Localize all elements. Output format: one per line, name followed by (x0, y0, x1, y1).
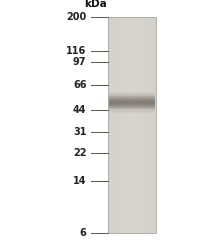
Bar (109, 100, 155, 101)
Bar (142, 17, 143, 233)
Bar (109, 93, 155, 94)
Bar (109, 100, 155, 101)
Bar (137, 17, 138, 233)
Bar (134, 17, 135, 233)
Text: 22: 22 (73, 148, 86, 158)
Bar (109, 112, 155, 113)
Bar (125, 17, 126, 233)
Bar (109, 110, 155, 111)
Text: 97: 97 (73, 57, 86, 67)
Bar (109, 108, 155, 109)
Bar (109, 101, 155, 102)
Bar (109, 109, 155, 110)
Bar (126, 17, 127, 233)
Bar (109, 95, 155, 96)
Bar (108, 17, 109, 233)
Bar (117, 17, 118, 233)
Bar (119, 17, 120, 233)
Bar (151, 17, 152, 233)
Bar (109, 92, 155, 93)
Bar (109, 96, 155, 97)
Bar (109, 102, 155, 103)
Bar (109, 93, 155, 94)
Bar (109, 94, 155, 95)
Bar (133, 17, 134, 233)
Bar (115, 17, 116, 233)
Text: 200: 200 (66, 12, 86, 22)
Bar (127, 17, 128, 233)
Bar (118, 17, 119, 233)
Bar (139, 17, 140, 233)
Bar (120, 17, 121, 233)
Bar (123, 17, 124, 233)
Bar (110, 17, 111, 233)
Text: 6: 6 (80, 228, 86, 238)
Bar (109, 107, 155, 108)
Bar (109, 102, 155, 103)
Bar (130, 17, 131, 233)
Bar (109, 17, 110, 233)
Bar (124, 17, 125, 233)
Bar (109, 109, 155, 110)
Bar (112, 17, 113, 233)
Bar (109, 110, 155, 111)
Bar (109, 94, 155, 95)
Bar (132, 17, 133, 233)
Text: 116: 116 (66, 46, 86, 56)
Bar (109, 104, 155, 105)
Bar (111, 17, 112, 233)
Bar (147, 17, 148, 233)
Bar (108, 17, 156, 233)
Bar (154, 17, 155, 233)
Bar (135, 17, 136, 233)
Bar (136, 17, 137, 233)
Bar (109, 111, 155, 112)
Bar (109, 99, 155, 100)
Bar (121, 17, 122, 233)
Bar (114, 17, 115, 233)
Bar (109, 105, 155, 106)
Bar (109, 97, 155, 98)
Bar (122, 17, 123, 233)
Bar (109, 105, 155, 106)
Bar (109, 98, 155, 99)
Bar (131, 17, 132, 233)
Bar (149, 17, 150, 233)
Bar (109, 96, 155, 97)
Bar (128, 17, 129, 233)
Bar (109, 108, 155, 109)
Bar (109, 99, 155, 100)
Bar (153, 17, 154, 233)
Bar (109, 111, 155, 112)
Bar (144, 17, 145, 233)
Bar (109, 112, 155, 113)
Bar (109, 97, 155, 98)
Bar (141, 17, 142, 233)
Bar (109, 104, 155, 105)
Bar (145, 17, 146, 233)
Text: 14: 14 (73, 176, 86, 186)
Bar (150, 17, 151, 233)
Bar (129, 17, 130, 233)
Bar (109, 106, 155, 107)
Bar (146, 17, 147, 233)
Bar (152, 17, 153, 233)
Text: 66: 66 (73, 80, 86, 90)
Bar (113, 17, 114, 233)
Bar (140, 17, 141, 233)
Text: 44: 44 (73, 105, 86, 115)
Bar (155, 17, 156, 233)
Bar (148, 17, 149, 233)
Text: kDa: kDa (84, 0, 106, 9)
Bar (116, 17, 117, 233)
Bar (109, 103, 155, 104)
Bar (109, 106, 155, 107)
Text: 31: 31 (73, 127, 86, 137)
Bar (143, 17, 144, 233)
Bar (109, 103, 155, 104)
Bar (138, 17, 139, 233)
